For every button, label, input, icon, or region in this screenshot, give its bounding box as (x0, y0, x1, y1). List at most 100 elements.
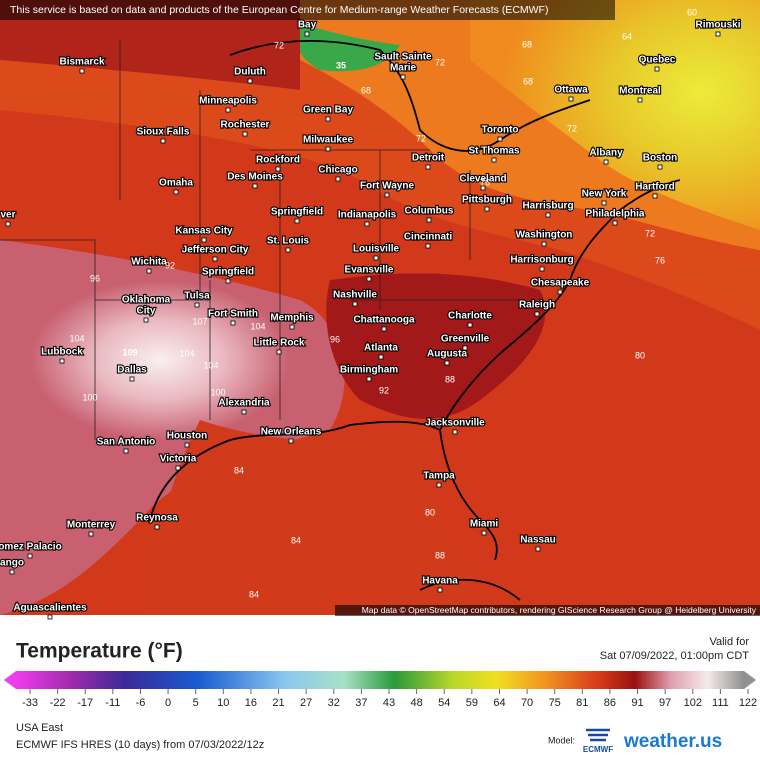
contour-label: 107 (192, 316, 207, 326)
city-label: Lubbock (41, 347, 83, 358)
model-logo: ECMWF (583, 745, 613, 754)
contour-label: 109 (122, 347, 137, 357)
city-marker (194, 302, 200, 308)
colorbar-tick-label: 81 (576, 697, 588, 709)
city-label: Charlotte (448, 311, 492, 322)
city-marker (5, 221, 11, 227)
region: USA East (16, 722, 63, 734)
city-marker (534, 311, 540, 317)
contour-label: 64 (622, 31, 632, 41)
colorbar-tick-label: 59 (466, 697, 478, 709)
colorbar-tick-label: 122 (739, 697, 757, 709)
city-marker (160, 138, 166, 144)
city-marker (175, 465, 181, 471)
city-label: Montreal (619, 86, 661, 97)
colorbar-arrow (4, 671, 16, 689)
city-marker (378, 354, 384, 360)
notice-bar (0, 0, 615, 20)
coastlines (149, 40, 681, 601)
city-label: Springfield (271, 207, 323, 218)
city-label: Nashville (333, 290, 377, 301)
city-label: Albany (589, 148, 623, 159)
city-marker (612, 220, 618, 226)
city-marker (289, 324, 295, 330)
colorbar-tick-label: -17 (77, 697, 93, 709)
contour-label: 80 (425, 507, 435, 517)
city-marker (230, 320, 236, 326)
state-borders (0, 40, 520, 440)
city-label: Tampa (423, 471, 455, 482)
colorbar-tick-label: 54 (438, 697, 450, 709)
colorbar-tick-label: 64 (493, 697, 505, 709)
city-marker (304, 31, 310, 37)
city-marker (481, 530, 487, 536)
city-label: New York (582, 189, 627, 200)
city-label: Atlanta (364, 343, 398, 354)
city-label: Evansville (345, 265, 394, 276)
gulf-coast (149, 420, 498, 561)
temp-region (326, 273, 546, 419)
city-marker (241, 409, 247, 415)
contour-label: 84 (249, 589, 259, 599)
city-marker (637, 97, 643, 103)
contour-label: 68 (361, 85, 371, 95)
city-marker (288, 438, 294, 444)
temp-region (150, 420, 470, 615)
colorbar-tick-label: 111 (712, 697, 729, 709)
city-label: Havana (422, 576, 458, 587)
city-marker (366, 276, 372, 282)
valid-label: Valid for (709, 636, 749, 648)
colorbar-tick-label: -6 (136, 697, 146, 709)
city-marker (425, 164, 431, 170)
model-label: Model: (548, 735, 575, 745)
city-marker (545, 212, 551, 218)
city-label: Rockford (256, 155, 300, 166)
city-label: Jacksonville (425, 418, 485, 429)
city-label: Cincinnati (404, 232, 453, 243)
city-label: Reynosa (136, 513, 178, 524)
city-marker (225, 278, 231, 284)
colorbar-tick-label: 16 (245, 697, 257, 709)
contour-label: 104 (69, 333, 84, 343)
contour-label: 96 (90, 273, 100, 283)
city-label: Monterrey (67, 520, 116, 531)
colorbar-tick-label: -22 (50, 697, 66, 709)
contour-label: 84 (234, 465, 244, 475)
legend: Temperature (°F) Valid for Sat 07/09/202… (4, 636, 757, 709)
city-label: Memphis (270, 313, 314, 324)
city-label: Pittsburgh (462, 195, 512, 206)
city-label: Springfield (202, 267, 254, 278)
city-label: Kansas City (175, 226, 233, 237)
city-marker (497, 136, 503, 142)
city-label: Fort Smith (208, 309, 258, 320)
city-marker (154, 524, 160, 530)
city-marker (88, 531, 94, 537)
city-marker (27, 553, 33, 559)
city-label: Chesapeake (531, 278, 590, 289)
city-label: omez Palacio (0, 542, 62, 553)
city-label: Des Moines (227, 172, 283, 183)
city-label: Sault Sainte (374, 52, 432, 63)
city-label: Milwaukee (303, 135, 353, 146)
city-marker (173, 189, 179, 195)
colorbar-tick-label: 32 (328, 697, 340, 709)
city-label: Houston (167, 431, 208, 442)
attribution: Map data © OpenStreetMap contributors, r… (362, 605, 757, 615)
colorbar-tick-label: -11 (105, 697, 120, 709)
city-marker (654, 66, 660, 72)
city-label: ango (0, 558, 24, 569)
colorbar-tick-label: 21 (272, 697, 284, 709)
contour-label: 72 (645, 228, 655, 238)
city-marker (212, 256, 218, 262)
city-marker (325, 146, 331, 152)
city-marker (184, 442, 190, 448)
temp-region (290, 20, 400, 72)
city-label: San Antonio (97, 437, 156, 448)
city-label: Washington (516, 230, 573, 241)
city-marker (462, 345, 468, 351)
contour-label: 68 (522, 39, 532, 49)
contour-label: 76 (480, 177, 490, 187)
